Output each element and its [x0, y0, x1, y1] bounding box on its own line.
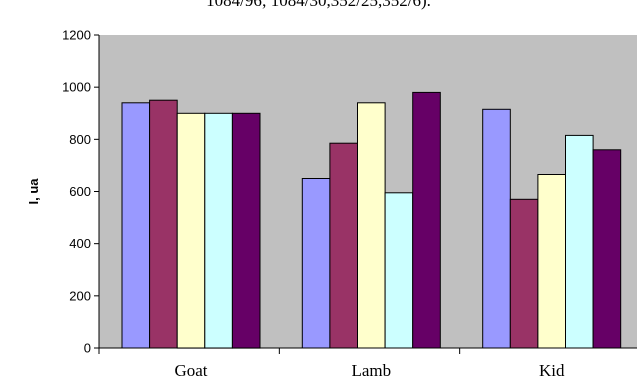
x-tick-label: Kid: [539, 361, 565, 380]
bar-goat-series-2: [149, 99, 178, 349]
bar-lamb-series-2: [329, 142, 358, 349]
bar-lamb-series-5: [412, 91, 441, 349]
bar-kid-series-3: [537, 174, 567, 349]
caption-fragment: 1084/96; 1084/30,352/25,352/6).: [206, 0, 431, 10]
bar-goat-series-1: [121, 102, 151, 349]
x-tick-label: Goat: [174, 361, 207, 380]
x-tick-label: Lamb: [351, 361, 391, 380]
bar-kid-series-1: [482, 108, 511, 349]
bars-group: [121, 91, 622, 349]
bar-lamb-series-1: [301, 178, 331, 349]
y-tick-label: 200: [69, 288, 91, 303]
y-tick-label: 600: [69, 184, 91, 199]
y-tick-label: 800: [69, 132, 91, 147]
bar-lamb-series-3: [357, 102, 386, 349]
y-tick-label: 400: [69, 236, 91, 251]
bar-goat-series-4: [204, 112, 233, 349]
axes-group: [94, 34, 637, 354]
y-tick-label: 0: [84, 341, 91, 356]
tick-labels-group: 0 200 400 600 800 1000 1200 Goat Lamb Kid: [62, 28, 565, 381]
bar-kid-series-4: [565, 134, 594, 349]
bar-kid-series-5: [592, 149, 622, 349]
bar-goat-series-5: [231, 112, 261, 349]
bar-goat-series-3: [176, 112, 206, 349]
y-axis-label: I, ua: [26, 178, 41, 205]
y-tick-label: 1200: [62, 28, 91, 43]
bar-kid-series-2: [509, 198, 539, 349]
y-tick-label: 1000: [62, 80, 91, 95]
bar-lamb-series-4: [384, 192, 414, 349]
